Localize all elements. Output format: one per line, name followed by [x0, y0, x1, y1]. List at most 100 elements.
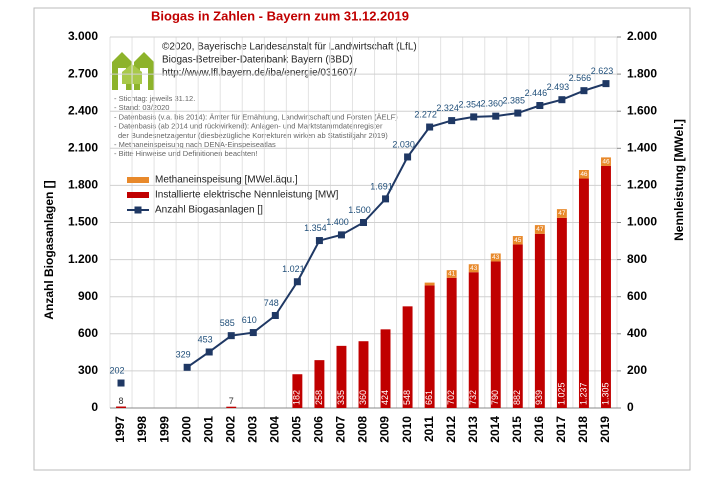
- line-value-label: 2.272: [414, 109, 437, 119]
- line-value-label: 2.446: [525, 88, 548, 98]
- x-tick-label: 1997: [113, 416, 127, 443]
- line-value-label: 585: [220, 318, 235, 328]
- line-marker: [492, 112, 500, 120]
- line-marker: [227, 332, 235, 340]
- line-marker: [426, 123, 434, 131]
- y2-tick-label: 600: [627, 289, 647, 303]
- note-text: - Datenbasis (v.a. bis 2014): Ämter für …: [114, 112, 398, 121]
- line-marker: [404, 153, 412, 161]
- logo: [112, 52, 154, 90]
- line-marker: [183, 363, 191, 371]
- line-marker: [293, 278, 301, 286]
- bar-value-label: 335: [336, 390, 346, 405]
- y2-axis-label: Nennleistung [MWel.]: [672, 119, 686, 241]
- line-marker: [514, 109, 522, 117]
- note-text: der Bundesnetzagentur (diesbezügliche Ko…: [118, 131, 388, 140]
- line-marker: [382, 195, 390, 203]
- x-tick-label: 2019: [598, 416, 612, 443]
- y2-tick-label: 800: [627, 252, 647, 266]
- line-marker: [470, 113, 478, 121]
- line-value-label: 453: [198, 334, 213, 344]
- x-tick-label: 2014: [488, 416, 502, 443]
- x-tick-label: 2005: [290, 416, 304, 443]
- x-tick-label: 2015: [510, 416, 524, 443]
- bar: [116, 406, 126, 408]
- bar-value-label: 360: [358, 390, 368, 405]
- bar: [424, 285, 435, 408]
- line-value-label: 2.493: [547, 82, 570, 92]
- bar-value-label: 548: [402, 390, 412, 405]
- line-value-label: 202: [110, 365, 125, 375]
- y2-tick-label: 1.800: [627, 66, 657, 80]
- note-text: - Stichtag: jeweils 31.12.: [114, 94, 195, 103]
- bar-value-label: 47: [558, 210, 566, 217]
- line-value-label: 1.400: [326, 217, 349, 227]
- bar: [402, 306, 413, 408]
- y-tick-label: 0: [91, 400, 98, 414]
- note-text: - Bitte Hinweise und Definitionen beacht…: [114, 149, 257, 158]
- x-tick-label: 2017: [554, 416, 568, 443]
- line-value-label: 2.623: [591, 66, 614, 76]
- note-text: - Stand: 03/2020: [114, 103, 169, 112]
- bar: [512, 244, 523, 408]
- y-axis-label: Anzahl Biogasanlagen []: [42, 180, 56, 319]
- y-tick-label: 2.400: [68, 103, 98, 117]
- bar: [578, 178, 589, 408]
- line-value-label: 329: [176, 350, 191, 360]
- y2-tick-label: 0: [627, 400, 634, 414]
- bar: [534, 225, 545, 234]
- y-tick-label: 1.500: [68, 215, 98, 229]
- source-text: Biogas-Betreiber-Datenbank Bayern (BBD): [162, 55, 353, 66]
- y-tick-label: 3.000: [68, 29, 98, 43]
- line-value-label: 2.324: [436, 103, 459, 113]
- bar-value-label: 41: [448, 271, 456, 278]
- y2-tick-label: 1.600: [627, 103, 657, 117]
- line-marker: [249, 329, 257, 337]
- x-tick-label: 2000: [179, 416, 193, 443]
- line-marker: [337, 231, 345, 239]
- bar-value-label: 7: [229, 396, 234, 406]
- line-value-label: 2.566: [569, 73, 592, 83]
- bar-value-label: 46: [580, 171, 588, 178]
- bar-value-label: 45: [514, 237, 522, 244]
- bar-value-label: 43: [492, 254, 500, 261]
- y2-tick-label: 1.200: [627, 178, 657, 192]
- chart-title: Biogas in Zahlen - Bayern zum 31.12.2019: [151, 8, 409, 23]
- line-value-label: 2.354: [458, 99, 481, 109]
- line-value-label: 2.360: [480, 99, 503, 109]
- line: [186, 82, 607, 369]
- x-tick-label: 2001: [201, 416, 215, 443]
- legend-swatch: [127, 177, 149, 183]
- x-tick-label: 2008: [356, 416, 370, 443]
- line-value-label: 2.030: [392, 139, 415, 149]
- bar: [578, 170, 589, 179]
- bar: [468, 264, 479, 273]
- legend-label: Anzahl Biogasanlagen []: [155, 205, 263, 216]
- bar: [490, 253, 501, 262]
- line-value-label: 610: [242, 315, 257, 325]
- line-value-label: 1.500: [348, 205, 371, 215]
- bar: [380, 329, 391, 408]
- line-value-label: 1.691: [370, 181, 393, 191]
- bar-value-label: 43: [470, 265, 478, 272]
- legend-swatch: [127, 192, 149, 198]
- bar: [468, 272, 479, 408]
- source-text: http://www.lfl.bayern.de/iba/energie/031…: [162, 68, 357, 79]
- bar: [512, 236, 523, 245]
- line-value-label: 748: [264, 298, 279, 308]
- note-text: - Methaneinspeisung nach DENA-Einspeisea…: [114, 140, 276, 149]
- y2-tick-label: 2.000: [627, 29, 657, 43]
- bar: [292, 374, 303, 408]
- y-tick-label: 1.200: [68, 252, 98, 266]
- line-marker: [536, 102, 544, 110]
- bar-value-label: 424: [380, 390, 390, 405]
- source-text: ©2020, Bayerische Landesanstalt für Land…: [162, 42, 417, 53]
- y2-tick-label: 200: [627, 363, 647, 377]
- y-tick-label: 2.700: [68, 66, 98, 80]
- x-tick-label: 2007: [334, 416, 348, 443]
- bar-value-label: 8: [119, 396, 124, 406]
- x-tick-label: 2002: [223, 416, 237, 443]
- y-tick-label: 900: [78, 289, 98, 303]
- line-marker: [205, 348, 213, 356]
- line-marker: [602, 80, 610, 88]
